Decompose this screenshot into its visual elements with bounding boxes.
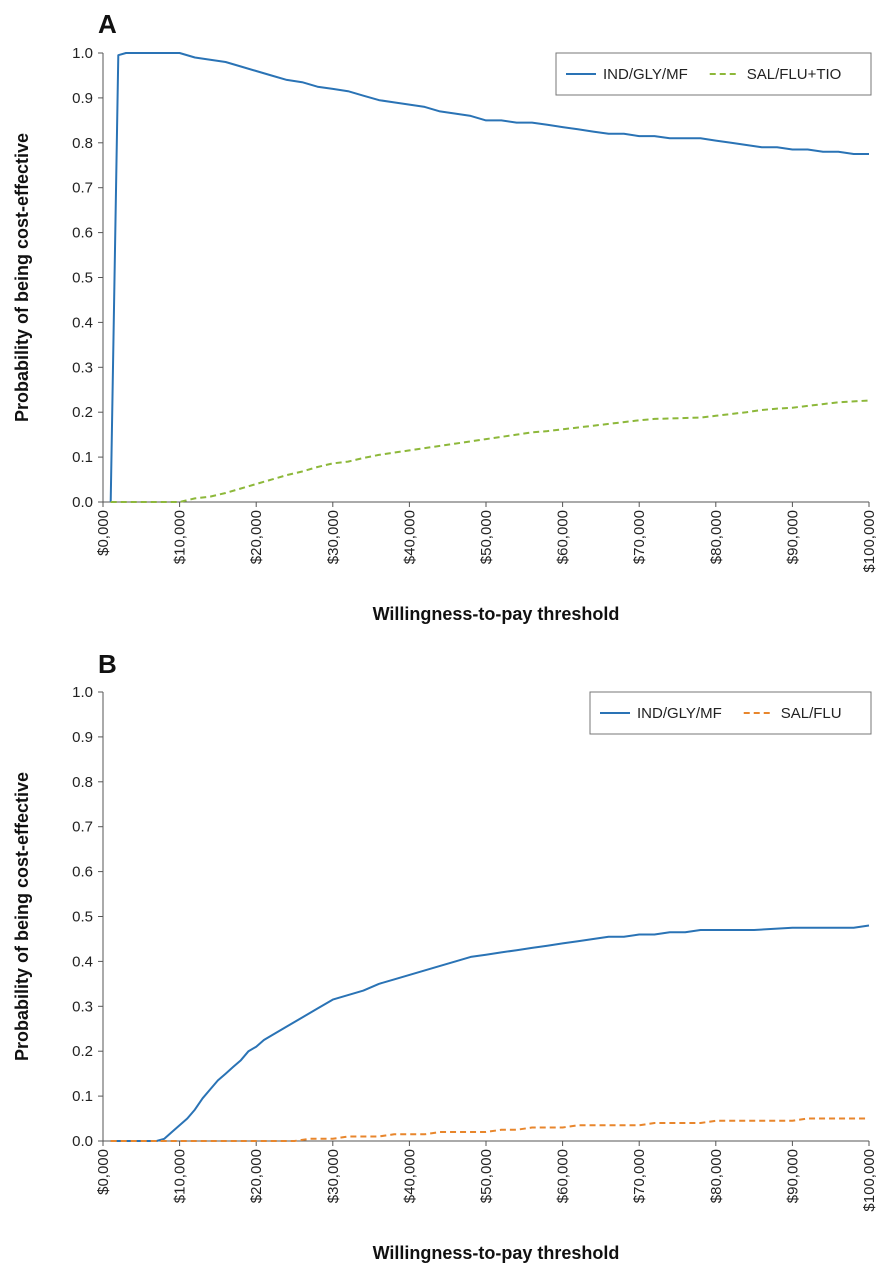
series-line-sal-flu	[110, 1117, 869, 1142]
panel-a: A 0.0 0.1 0.2 0.3 0.4 0.5 0.6 0.7 0.8 0.9 1.0 $0,000…	[12, 9, 877, 624]
x-tick-label: $10,000	[172, 1149, 189, 1203]
x-tick-label: $100,000	[861, 1149, 877, 1212]
x-tick-label: $20,000	[248, 1149, 265, 1203]
y-tick-label: 0.6	[72, 864, 93, 881]
legend-box	[589, 691, 872, 735]
y-tick-label: 0.5	[72, 270, 93, 287]
legend-label: IND/GLY/MF	[603, 66, 688, 83]
legend-label: SAL/FLU+TIO	[747, 66, 842, 83]
x-tick-label: $70,000	[631, 1149, 648, 1203]
y-tick-label: 0.3	[72, 359, 93, 376]
x-tick-label: $90,000	[784, 1149, 801, 1203]
x-tick-label: $90,000	[784, 510, 801, 564]
x-tick-label: $80,000	[708, 1149, 725, 1203]
y-tick-label: 0.8	[72, 774, 93, 791]
y-tick-label: 0.4	[72, 953, 93, 970]
x-tick-label: $50,000	[478, 1149, 495, 1203]
x-tick-label: $20,000	[248, 510, 265, 564]
y-tick-label: 0.3	[72, 998, 93, 1015]
x-tick-label: $50,000	[478, 510, 495, 564]
x-axis-label: Willingness-to-pay threshold	[373, 1243, 620, 1263]
y-tick-label: 0.1	[72, 449, 93, 466]
y-tick-label: 0.9	[72, 90, 93, 107]
panel-letter: B	[98, 649, 117, 679]
y-tick-label: 0.2	[72, 1043, 93, 1060]
y-tick-label: 0.5	[72, 909, 93, 926]
x-axis-label: Willingness-to-pay threshold	[373, 604, 620, 624]
x-tick-label: $0,000	[95, 510, 112, 556]
x-tick-label: $40,000	[401, 1149, 418, 1203]
x-tick-label: $60,000	[555, 510, 572, 564]
y-tick-label: 0.4	[72, 314, 93, 331]
x-tick-label: $10,000	[172, 510, 189, 564]
y-axis-label: Probability of being cost-effective	[12, 772, 32, 1061]
x-tick-label: $30,000	[325, 1149, 342, 1203]
y-tick-label: 0.8	[72, 135, 93, 152]
x-tick-label: $100,000	[861, 510, 877, 573]
y-axis-label: Probability of being cost-effective	[12, 133, 32, 422]
y-tick-label: 0.9	[72, 729, 93, 746]
series-line-ind-gly-mf	[110, 924, 870, 1142]
y-tick-label: 0.6	[72, 225, 93, 242]
legend-label: SAL/FLU	[781, 705, 842, 722]
x-tick-label: $0,000	[95, 1149, 112, 1195]
legend-label: IND/GLY/MF	[637, 705, 722, 722]
y-tick-label: 1.0	[72, 45, 93, 62]
x-tick-label: $40,000	[401, 510, 418, 564]
x-tick-label: $60,000	[555, 1149, 572, 1203]
y-tick-label: 0.7	[72, 819, 93, 836]
panel-b: B 0.0 0.1 0.2 0.3 0.4 0.5 0.6 0.7 0.8 0.9 1.0 $0,000…	[12, 649, 877, 1263]
y-tick-label: 0.7	[72, 180, 93, 197]
panel-letter: A	[98, 9, 117, 39]
x-tick-label: $80,000	[708, 510, 725, 564]
y-tick-label: 0.0	[72, 494, 93, 511]
y-tick-label: 0.2	[72, 404, 93, 421]
x-tick-label: $70,000	[631, 510, 648, 564]
y-tick-label: 0.1	[72, 1088, 93, 1105]
series-line-sal-flu-tio	[110, 399, 870, 503]
y-tick-label: 1.0	[72, 684, 93, 701]
series-line-ind-gly-mf	[109, 52, 869, 503]
y-tick-label: 0.0	[72, 1133, 93, 1150]
x-tick-label: $30,000	[325, 510, 342, 564]
